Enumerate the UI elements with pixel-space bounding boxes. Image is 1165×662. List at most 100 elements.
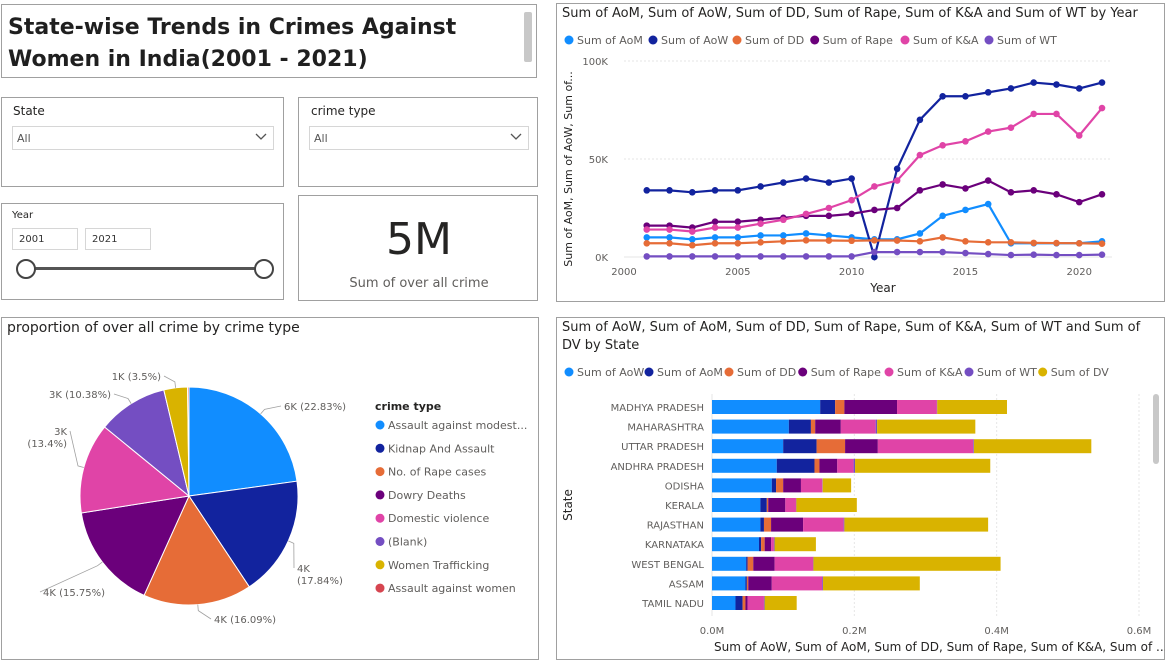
data-point: [1098, 79, 1106, 86]
bar-segment-sum-of-dv: [796, 498, 857, 512]
data-point: [893, 165, 901, 173]
data-point: [688, 253, 696, 260]
data-point: [1007, 239, 1015, 246]
data-point: [1030, 239, 1038, 247]
bar-segment-sum-of-dv: [855, 458, 991, 473]
bar-segment-sum-of-k-a: [837, 458, 854, 473]
year-end-input[interactable]: 2021: [85, 228, 151, 250]
pie-legend-item-women-trafficking[interactable]: Women Trafficking: [375, 559, 490, 572]
data-point: [1075, 251, 1083, 259]
legend-dot-icon: [1038, 367, 1048, 377]
data-point: [1007, 251, 1015, 259]
data-point: [848, 196, 855, 204]
bar-segment-sum-of-aow: [712, 498, 761, 512]
data-point: [871, 183, 878, 190]
pie-slice-assault-against-women: [187, 386, 190, 497]
legend-item-sum-of-dd[interactable]: Sum of DD: [732, 34, 805, 47]
data-point: [825, 179, 833, 186]
data-point: [1030, 187, 1038, 194]
year-start-input[interactable]: 2001: [12, 228, 78, 250]
legend-dot-icon: [375, 560, 385, 570]
state-label: ODISHA: [665, 481, 704, 492]
bar-segment-sum-of-k-a: [803, 517, 844, 532]
legend-dot-icon: [375, 443, 385, 453]
data-point: [757, 253, 764, 260]
pie-slice-blank: [103, 389, 190, 498]
state-dropdown[interactable]: All: [12, 126, 274, 150]
data-point: [643, 187, 651, 194]
x-tick-label: 0.4M: [984, 626, 1009, 637]
data-point: [780, 232, 787, 239]
legend-item-sum-of-k-a[interactable]: Sum of K&A: [884, 366, 964, 379]
data-point: [848, 253, 855, 260]
pie-legend-item-dowry-deaths[interactable]: Dowry Deaths: [375, 489, 466, 502]
data-point: [893, 204, 901, 212]
state-label: MADHYA PRADESH: [611, 403, 704, 414]
state-slicer: State All: [1, 97, 284, 187]
legend-item-sum-of-dv[interactable]: Sum of DV: [1038, 366, 1109, 379]
data-point: [802, 253, 810, 260]
legend-item-sum-of-aom[interactable]: Sum of AoM: [564, 34, 643, 47]
legend-item-sum-of-wt[interactable]: Sum of WT: [964, 366, 1038, 379]
bar-segment-sum-of-k-a: [840, 419, 876, 434]
pie-leader-line: [69, 430, 84, 468]
data-point: [1098, 240, 1106, 247]
year-slider-start-handle[interactable]: [16, 259, 36, 279]
legend-item-sum-of-rape[interactable]: Sum of Rape: [798, 366, 881, 379]
data-point: [734, 187, 742, 194]
crime-type-dropdown-value: All: [314, 132, 328, 145]
data-point: [734, 218, 742, 226]
legend-item-sum-of-dd[interactable]: Sum of DD: [724, 366, 797, 379]
year-slider-track[interactable]: [25, 267, 265, 270]
x-axis-title: Sum of AoW, Sum of AoM, Sum of DD, Sum o…: [714, 640, 1165, 654]
title-scrollbar[interactable]: [524, 12, 532, 62]
bar-segment-sum-of-k-a: [771, 576, 823, 591]
data-point: [939, 212, 946, 220]
y-tick-label: 0K: [595, 253, 608, 264]
y-tick-label: 50K: [589, 155, 609, 166]
data-point: [916, 151, 924, 159]
legend-dot-icon: [375, 537, 385, 546]
legend-dot-icon: [810, 35, 820, 45]
state-label: KERALA: [665, 501, 704, 512]
line-chart-panel: [556, 3, 1165, 302]
pie-legend-item-domestic-violence[interactable]: Domestic violence: [375, 512, 490, 525]
legend-item-sum-of-aow[interactable]: Sum of AoW: [648, 34, 729, 47]
legend-label: Sum of Rape: [811, 366, 881, 379]
legend-label: Sum of K&A: [913, 34, 979, 47]
x-axis-title: Year: [869, 281, 895, 295]
pie-data-label: 6K (22.83%): [284, 402, 346, 413]
pie-leader-line: [288, 540, 295, 569]
pie-slice-assault-against-modest: [188, 386, 298, 497]
bar-segment-sum-of-wt: [763, 596, 765, 610]
legend-item-sum-of-wt[interactable]: Sum of WT: [984, 34, 1058, 47]
legend-item-sum-of-k-a[interactable]: Sum of K&A: [900, 34, 980, 47]
legend-dot-icon: [884, 367, 894, 377]
data-point: [893, 237, 901, 244]
legend-item-sum-of-aom[interactable]: Sum of AoM: [644, 366, 723, 379]
bar-segment-sum-of-dd: [746, 576, 749, 591]
legend-item-sum-of-aow[interactable]: Sum of AoW: [564, 366, 645, 379]
pie-legend-item-no-of-rape-cases[interactable]: No. of Rape cases: [375, 466, 487, 479]
bar-chart-panel: [556, 317, 1165, 660]
pie-legend-item-assault-against-women[interactable]: Assault against women: [375, 582, 516, 595]
data-point: [1053, 239, 1060, 247]
bar-segment-sum-of-aom: [745, 576, 747, 591]
data-point: [1098, 251, 1106, 258]
year-slider-end-handle[interactable]: [254, 259, 274, 279]
pie-data-label-line: 4K (16.09%): [214, 615, 276, 626]
data-point: [1098, 104, 1106, 112]
pie-legend-item-assault-against-modest[interactable]: Assault against modest...: [375, 419, 528, 432]
data-point: [825, 212, 833, 220]
bar-chart-scrollbar[interactable]: [1153, 394, 1159, 464]
crime-type-dropdown[interactable]: All: [309, 126, 529, 150]
data-point: [984, 177, 992, 184]
pie-legend-item-kidnap-and-assault[interactable]: Kidnap And Assault: [375, 442, 496, 455]
pie-legend-item-blank[interactable]: (Blank): [375, 536, 428, 549]
report-title: State-wise Trends in Crimes Against Wome…: [8, 15, 457, 72]
legend-item-sum-of-rape[interactable]: Sum of Rape: [810, 34, 893, 47]
bar-segment-sum-of-k-a: [877, 439, 974, 454]
bar-segment-sum-of-rape: [745, 596, 748, 610]
state-label: RAJASTHAN: [647, 521, 704, 532]
data-point: [1053, 190, 1060, 198]
